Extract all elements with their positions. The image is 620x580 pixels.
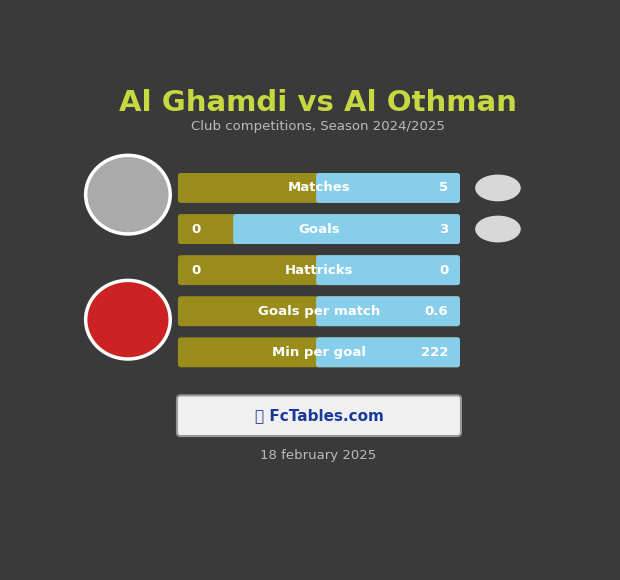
FancyBboxPatch shape: [316, 255, 460, 285]
FancyBboxPatch shape: [236, 217, 240, 241]
Text: Al Ghamdi vs Al Othman: Al Ghamdi vs Al Othman: [119, 89, 516, 117]
FancyBboxPatch shape: [178, 173, 460, 203]
Text: 0.6: 0.6: [425, 304, 448, 318]
Text: 0: 0: [192, 264, 201, 277]
FancyBboxPatch shape: [319, 176, 323, 200]
Circle shape: [86, 280, 170, 359]
FancyBboxPatch shape: [178, 338, 460, 367]
FancyBboxPatch shape: [316, 338, 460, 367]
Text: 5: 5: [440, 182, 448, 194]
Text: 📈 FcTables.com: 📈 FcTables.com: [255, 408, 383, 423]
Text: 0: 0: [192, 223, 201, 235]
Text: Goals: Goals: [298, 223, 340, 235]
Ellipse shape: [475, 216, 521, 242]
Text: 0: 0: [439, 264, 448, 277]
Text: Matches: Matches: [288, 182, 350, 194]
Text: Goals per match: Goals per match: [258, 304, 380, 318]
FancyBboxPatch shape: [233, 214, 460, 244]
FancyBboxPatch shape: [178, 214, 460, 244]
FancyBboxPatch shape: [178, 255, 460, 285]
Ellipse shape: [475, 175, 521, 201]
FancyBboxPatch shape: [178, 296, 460, 326]
Text: 222: 222: [421, 346, 448, 359]
FancyBboxPatch shape: [319, 340, 323, 365]
FancyBboxPatch shape: [319, 299, 323, 324]
Text: 3: 3: [439, 223, 448, 235]
Text: Club competitions, Season 2024/2025: Club competitions, Season 2024/2025: [191, 120, 445, 133]
Text: Hattricks: Hattricks: [285, 264, 353, 277]
Text: 18 february 2025: 18 february 2025: [260, 450, 376, 462]
FancyBboxPatch shape: [319, 258, 323, 282]
Circle shape: [86, 155, 170, 234]
FancyBboxPatch shape: [316, 173, 460, 203]
Text: Min per goal: Min per goal: [272, 346, 366, 359]
FancyBboxPatch shape: [316, 296, 460, 326]
FancyBboxPatch shape: [177, 396, 461, 436]
